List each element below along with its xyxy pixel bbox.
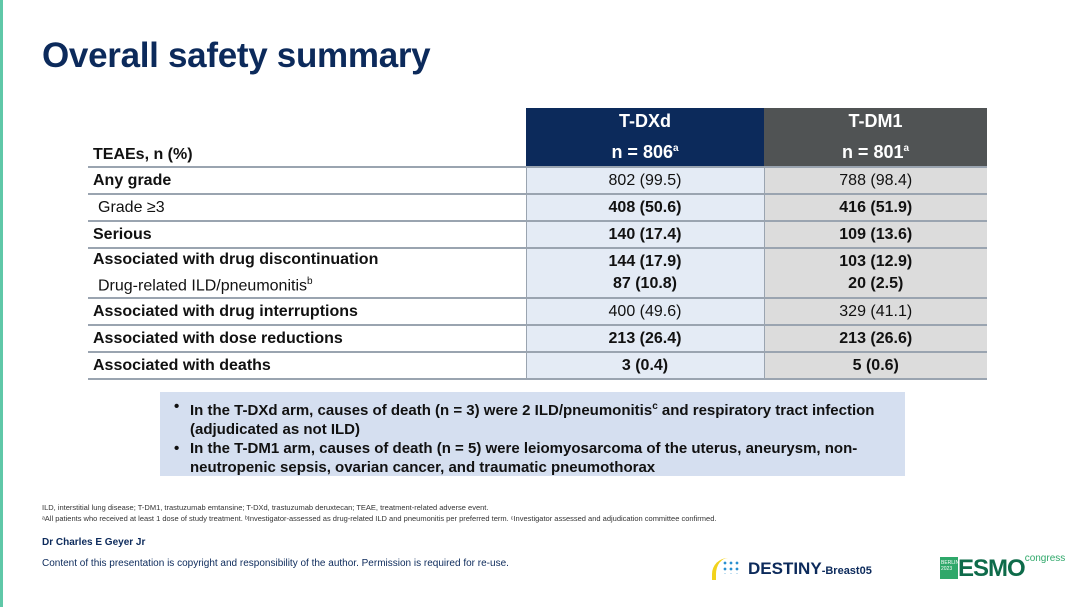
page-title: Overall safety summary bbox=[42, 36, 431, 75]
esmo-congress-logo: BERLIN 2023 ESMO congress bbox=[940, 553, 1066, 582]
table-row: Associated with drug interruptions 400 (4… bbox=[88, 298, 987, 327]
table-header: TEAEs, n (%) T-DXd n = 806a T-DM1 n = 801a bbox=[88, 108, 987, 168]
abbreviations: ILD, interstitial lung disease; T-DM1, t… bbox=[42, 503, 489, 512]
callout-bullet: In the T-DM1 arm, causes of death (n = 5… bbox=[170, 439, 895, 477]
destiny-breast05-logo: DESTINY-Breast05 bbox=[712, 558, 872, 580]
table-row: Serious 140 (17.4) 109 (13.6) bbox=[88, 221, 987, 249]
footnotes: ᵃAll patients who received at least 1 do… bbox=[42, 514, 717, 523]
column-header-tdm1: T-DM1 n = 801a bbox=[764, 108, 987, 168]
accent-edge bbox=[0, 0, 3, 607]
copyright: Content of this presentation is copyrigh… bbox=[42, 558, 509, 569]
safety-table: TEAEs, n (%) T-DXd n = 806a T-DM1 n = 801a… bbox=[88, 108, 987, 381]
table-row: Grade ≥3 408 (50.6) 416 (51.9) bbox=[88, 194, 987, 222]
table-row: Associated with dose reductions 213 (26.4… bbox=[88, 325, 987, 354]
callout-bullet: In the T-DXd arm, causes of death (n = 3… bbox=[170, 397, 895, 439]
column-header-tdxd: T-DXd n = 806a bbox=[526, 108, 764, 168]
author: Dr Charles E Geyer Jr bbox=[42, 537, 146, 548]
destiny-logo-icon bbox=[712, 558, 744, 580]
row-header: TEAEs, n (%) bbox=[88, 108, 526, 168]
deaths-callout: In the T-DXd arm, causes of death (n = 3… bbox=[160, 392, 905, 476]
table-row: Any grade 802 (99.5) 788 (98.4) bbox=[88, 167, 987, 195]
table-row: Associated with deaths 3 (0.4) 5 (0.6) bbox=[88, 352, 987, 381]
table-row: Associated with drug discontinuation Drug… bbox=[88, 248, 987, 300]
